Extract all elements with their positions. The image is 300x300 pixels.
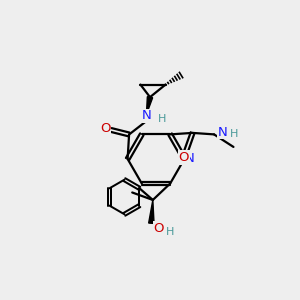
Text: O: O	[154, 222, 164, 235]
Polygon shape	[146, 97, 153, 115]
Text: N: N	[142, 109, 152, 122]
Text: H: H	[166, 227, 174, 237]
Text: H: H	[158, 114, 166, 124]
Polygon shape	[149, 200, 154, 224]
Text: H: H	[230, 129, 238, 139]
Text: O: O	[100, 122, 110, 135]
Text: N: N	[185, 152, 195, 166]
Text: N: N	[218, 125, 227, 139]
Text: O: O	[178, 151, 189, 164]
